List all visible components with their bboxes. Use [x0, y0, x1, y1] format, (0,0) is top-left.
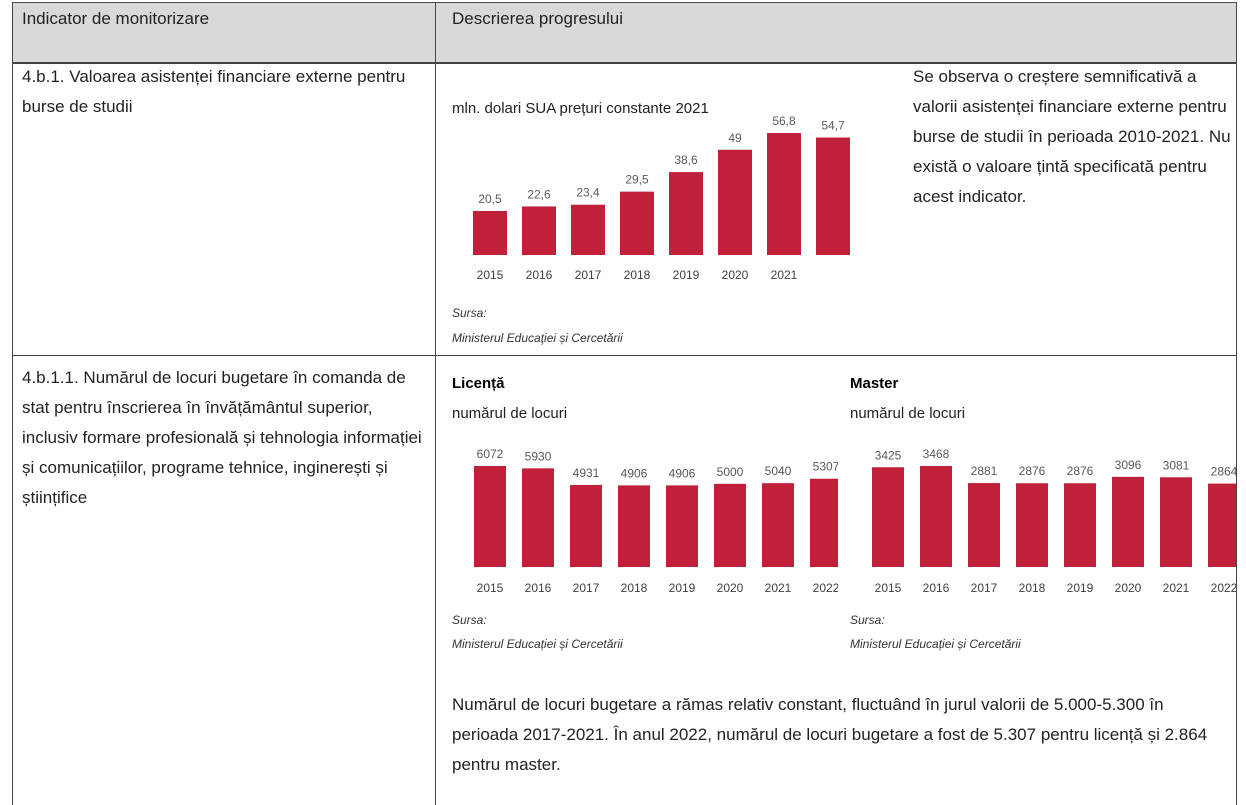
bar: [474, 466, 506, 567]
border: [12, 355, 1237, 356]
bar: [1160, 477, 1192, 567]
bar: [522, 468, 554, 567]
data-label: 20,5: [478, 192, 502, 206]
data-label: 4906: [621, 466, 648, 480]
border: [12, 2, 1237, 3]
data-label: 4931: [573, 466, 600, 480]
data-label: 3468: [923, 447, 950, 461]
x-tick-label: 2021: [1163, 581, 1190, 595]
border: [12, 62, 1237, 64]
bar: [1064, 483, 1096, 567]
x-tick-label: 2021: [765, 581, 792, 595]
data-label: 2881: [971, 464, 998, 478]
chart-subtitle: mln. dolari SUA prețuri constante 2021: [452, 100, 709, 117]
header-cell: Indicator de monitorizare: [22, 9, 210, 28]
data-label: 22,6: [527, 187, 551, 201]
data-label: 6072: [477, 447, 504, 461]
header-bg: [12, 2, 1237, 62]
bar: [762, 483, 794, 567]
chart-title: Licență: [452, 375, 505, 392]
data-label: 54,7: [821, 119, 845, 133]
x-tick-label: 2016: [525, 581, 552, 595]
x-tick-label: 2020: [722, 268, 749, 282]
header-cell: Descrierea progresului: [452, 9, 624, 28]
x-tick-label: 2015: [477, 268, 504, 282]
bar: [620, 191, 654, 255]
data-label: 2876: [1019, 464, 1046, 478]
x-tick-label: 2017: [971, 581, 998, 595]
data-label: 3425: [875, 448, 902, 462]
data-label: 29,5: [625, 173, 649, 187]
source: Ministerul Educației și Cercetării: [850, 637, 1021, 651]
data-label: 4906: [669, 466, 696, 480]
source-label: Sursa:: [452, 306, 487, 320]
x-tick-label: 2018: [1019, 581, 1046, 595]
x-tick-label: 2019: [1067, 581, 1094, 595]
bar: [968, 483, 1000, 567]
data-label: 23,4: [576, 186, 600, 200]
indicator: 4.b.1.1. Numărul de locuri bugetare în c…: [22, 368, 422, 507]
data-label: 5930: [525, 449, 552, 463]
chart-title: Master: [850, 375, 899, 392]
bar: [571, 204, 605, 255]
bar: [1208, 483, 1236, 567]
source: Ministerul Educației și Cercetării: [452, 637, 623, 651]
border: [435, 2, 436, 805]
data-label: 2876: [1067, 464, 1094, 478]
bar: [570, 484, 602, 567]
data-label: 5000: [717, 465, 744, 479]
bar: [714, 483, 746, 567]
bar: [618, 485, 650, 567]
x-tick-label: 2022: [1211, 581, 1236, 595]
x-tick-label: 2017: [573, 581, 600, 595]
x-tick-label: 2022: [813, 581, 838, 595]
x-tick-label: 2015: [875, 581, 902, 595]
x-tick-label: 2016: [923, 581, 950, 595]
chart-subtitle: numărul de locuri: [452, 405, 567, 422]
border: [12, 2, 13, 805]
x-tick-label: 2019: [673, 268, 700, 282]
bar: [872, 467, 904, 567]
bar: [767, 133, 801, 255]
bar: [669, 172, 703, 255]
bar: [810, 478, 838, 567]
chart: Licență numărul de locuri 6072 5930 4931 4906…: [452, 375, 838, 651]
data-label: 5040: [765, 464, 792, 478]
data-label: 49: [728, 131, 742, 145]
source: Ministerul Educaţiei și Cercetării: [452, 331, 623, 345]
data-label: 5307: [813, 460, 838, 474]
x-tick-label: 2019: [669, 581, 696, 595]
chart: mln. dolari SUA prețuri constante 2021 20…: [452, 100, 850, 345]
bar: [522, 206, 556, 255]
indicator: 4.b.1. Valoarea asistenței financiare ex…: [22, 67, 406, 116]
x-tick-label: 2018: [624, 268, 651, 282]
data-label: 3096: [1115, 458, 1142, 472]
border: [1236, 2, 1237, 805]
bar: [1112, 476, 1144, 567]
x-tick-label: 2017: [575, 268, 602, 282]
x-tick-label: 2020: [717, 581, 744, 595]
source-label: Sursa:: [850, 613, 885, 627]
bar: [920, 466, 952, 567]
description: Se observa o creștere semnificativă a va…: [913, 67, 1231, 206]
x-tick-label: 2021: [771, 268, 798, 282]
data-label: 38,6: [674, 153, 698, 167]
bar: [1016, 483, 1048, 567]
x-tick-label: 2018: [621, 581, 648, 595]
x-tick-label: 2016: [526, 268, 553, 282]
chart: Master numărul de locuri 3425 3468 2881 2876 2…: [850, 375, 1236, 651]
x-tick-label: 2020: [1115, 581, 1142, 595]
bar: [816, 137, 850, 255]
x-tick-label: 2015: [477, 581, 504, 595]
source-label: Sursa:: [452, 613, 487, 627]
description: Numărul de locuri bugetare a rămas relat…: [452, 695, 1208, 774]
bar: [718, 149, 752, 255]
data-label: 2864: [1211, 465, 1236, 479]
data-label: 56,8: [772, 114, 796, 128]
bar: [473, 210, 507, 255]
bar: [666, 485, 698, 567]
data-label: 3081: [1163, 458, 1190, 472]
chart-subtitle: numărul de locuri: [850, 405, 965, 422]
